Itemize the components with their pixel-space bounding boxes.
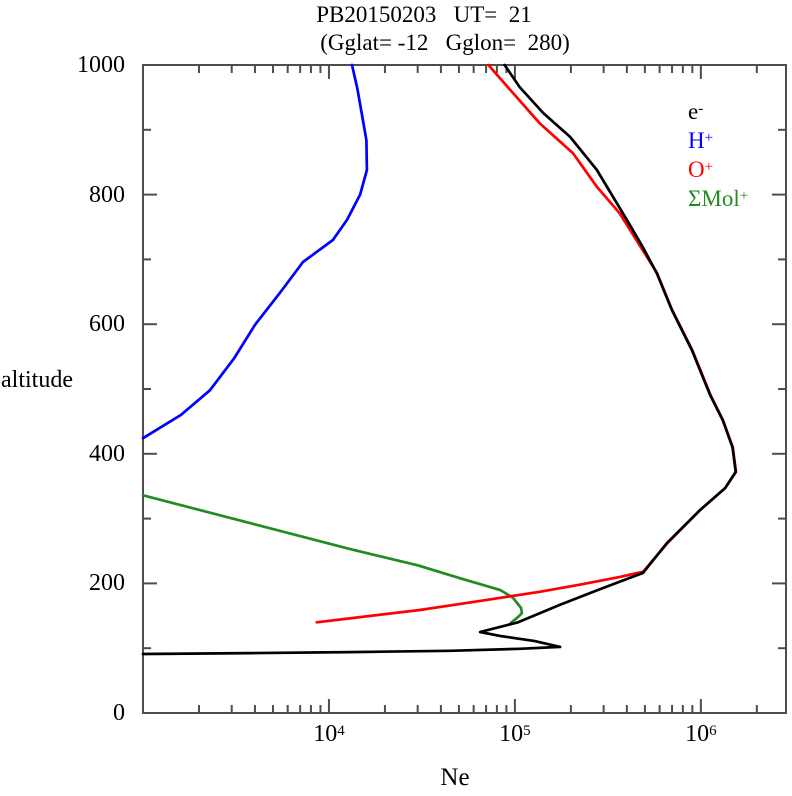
y-tick-label-1000: 1000 [77,52,125,78]
x-tick-label-10e6: 106 [685,721,717,747]
y-axis-label: altitude [1,367,73,393]
legend-item-mol-plus: ΣMol+ [688,186,749,211]
y-tick-label-400: 400 [89,440,125,467]
legend: e- H+ O+ ΣMol+ [688,97,748,213]
series-e-curve [141,63,738,656]
y-tick-label-800: 800 [89,181,125,208]
x-tick-label-10e4: 104 [313,721,345,747]
legend-item-o-plus: O+ [688,157,714,182]
chart-subtitle: (Gglat= -12 Gglon= 280) [320,30,570,55]
y-tick-label-200: 200 [89,570,125,597]
y-tick-label-600: 600 [89,311,125,338]
series-mol-plus-curve [141,493,524,625]
x-tick-label-10e5: 105 [499,721,531,747]
chart-title: PB20150203 UT= 21 [316,2,532,27]
legend-item-h-plus: H+ [688,128,714,153]
y-tick-label-0: 0 [113,700,125,726]
series-h-plus-curve [141,63,369,440]
x-axis-label: Ne [440,764,470,791]
legend-item-e: e- [688,99,704,124]
